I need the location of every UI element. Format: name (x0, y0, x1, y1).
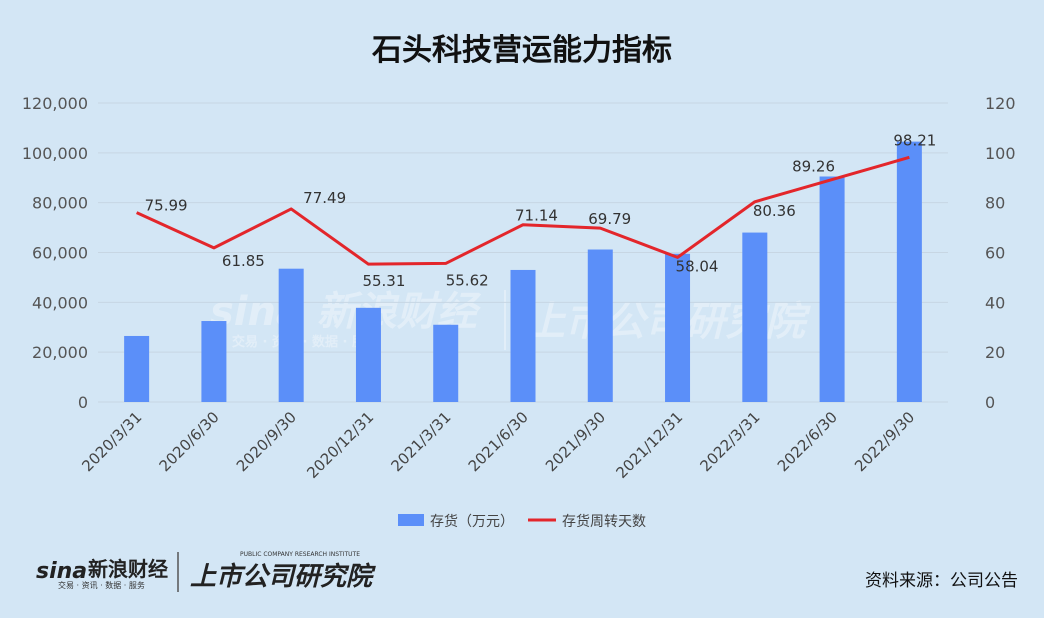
x-tick-label: 2020/9/30 (233, 408, 300, 475)
bar (819, 176, 845, 402)
data-label: 77.49 (303, 189, 346, 207)
data-label: 80.36 (753, 202, 796, 220)
y-right-tick: 120 (985, 94, 1016, 113)
data-label: 61.85 (222, 252, 265, 270)
data-label: 58.04 (676, 257, 719, 275)
bar (510, 269, 536, 402)
legend-line-label: 存货周转天数 (562, 513, 646, 530)
data-label: 71.14 (515, 207, 558, 225)
data-label: 75.99 (145, 197, 188, 215)
legend-bar-label: 存货（万元） (430, 513, 514, 530)
chart-title: 石头科技营运能力指标 (371, 33, 672, 68)
y-left-tick: 0 (78, 393, 88, 412)
y-left-tick: 60,000 (32, 244, 88, 263)
x-tick-label: 2021/9/30 (542, 408, 609, 475)
y-right-tick: 0 (985, 393, 995, 412)
logo: sina 新浪财经 交易 · 资讯 · 数据 · 服务 PUBLIC COMPA… (36, 551, 376, 592)
logo-institute-name: 上市公司研究院 (190, 562, 376, 592)
x-tick-label: 2020/12/31 (303, 408, 377, 482)
y-left-tick: 20,000 (32, 343, 88, 362)
data-label: 55.62 (446, 271, 489, 289)
y-axis-left: 0 20,000 40,000 60,000 80,000 100,000 120,000 (22, 94, 88, 412)
y-right-tick: 60 (985, 244, 1005, 263)
bar (124, 335, 150, 402)
data-label: 55.31 (362, 272, 405, 290)
bar (433, 324, 459, 402)
x-axis: 2020/3/31 2020/6/30 2020/9/30 2020/12/31 202… (78, 408, 918, 482)
bar (201, 321, 227, 402)
x-tick-label: 2021/12/31 (613, 408, 687, 482)
x-tick-label: 2021/6/30 (465, 408, 532, 475)
data-label: 89.26 (792, 158, 835, 176)
bar-series (124, 141, 922, 402)
x-tick-label: 2022/3/31 (697, 408, 764, 475)
x-tick-label: 2022/6/30 (774, 408, 841, 475)
y-left-tick: 80,000 (32, 194, 88, 213)
logo-sina-tagline: 交易 · 资讯 · 数据 · 服务 (58, 580, 145, 590)
logo-institute-en: PUBLIC COMPANY RESEARCH INSTITUTE (240, 551, 360, 558)
y-left-tick: 120,000 (22, 94, 88, 113)
y-right-tick: 100 (985, 144, 1016, 163)
x-tick-label: 2021/3/31 (387, 408, 454, 475)
bar (665, 253, 691, 402)
bar (742, 232, 768, 402)
watermark-tagline: 交易 · 资讯 · 数据 · 服务 (232, 334, 379, 350)
x-tick-label: 2020/3/31 (78, 408, 145, 475)
line-path (136, 155, 910, 266)
legend: 存货（万元） 存货周转天数 (398, 513, 646, 530)
y-left-tick: 40,000 (32, 293, 88, 312)
y-right-tick: 80 (985, 194, 1005, 213)
bar (587, 249, 613, 402)
data-labels: 75.99 61.85 77.49 55.31 55.62 71.14 69.79 58.04… (145, 131, 937, 290)
logo-sina-wordmark: sina (36, 559, 87, 584)
x-tick-label: 2020/6/30 (156, 408, 223, 475)
logo-sina-name: 新浪财经 (88, 557, 168, 581)
y-right-tick: 40 (985, 293, 1005, 312)
y-left-tick: 100,000 (22, 144, 88, 163)
legend-bar-swatch (398, 514, 424, 526)
x-tick-label: 2022/9/30 (851, 408, 918, 475)
data-label: 98.21 (893, 131, 936, 149)
bar (278, 268, 304, 402)
bar (896, 141, 922, 402)
source-note: 资料来源：公司公告 (865, 571, 1018, 591)
y-axis-right: 0 20 40 60 80 100 120 (985, 94, 1016, 412)
bar (355, 307, 381, 402)
data-label: 69.79 (588, 210, 631, 228)
y-right-tick: 20 (985, 343, 1005, 362)
line-series (136, 155, 910, 266)
